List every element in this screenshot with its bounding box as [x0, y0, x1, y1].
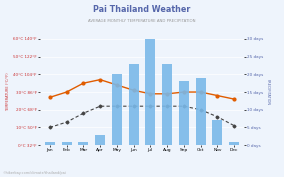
- Bar: [112, 74, 122, 145]
- Bar: [196, 78, 206, 145]
- Text: ©hikerbay.com/climate/thailand/pai: ©hikerbay.com/climate/thailand/pai: [3, 171, 66, 175]
- Text: Pai Thailand Weather: Pai Thailand Weather: [93, 5, 191, 14]
- Y-axis label: TEMPERATURE (°C/°F): TEMPERATURE (°C/°F): [7, 73, 11, 111]
- Bar: [179, 81, 189, 145]
- Bar: [95, 135, 105, 145]
- Bar: [129, 64, 139, 145]
- Bar: [62, 142, 72, 145]
- Bar: [162, 64, 172, 145]
- Bar: [78, 142, 88, 145]
- Bar: [229, 142, 239, 145]
- Bar: [145, 39, 155, 145]
- Bar: [212, 120, 222, 145]
- Bar: [45, 142, 55, 145]
- Y-axis label: PRECIPITATION: PRECIPITATION: [266, 79, 270, 105]
- Text: AVERAGE MONTHLY TEMPERATURE AND PRECIPITATION: AVERAGE MONTHLY TEMPERATURE AND PRECIPIT…: [88, 19, 196, 24]
